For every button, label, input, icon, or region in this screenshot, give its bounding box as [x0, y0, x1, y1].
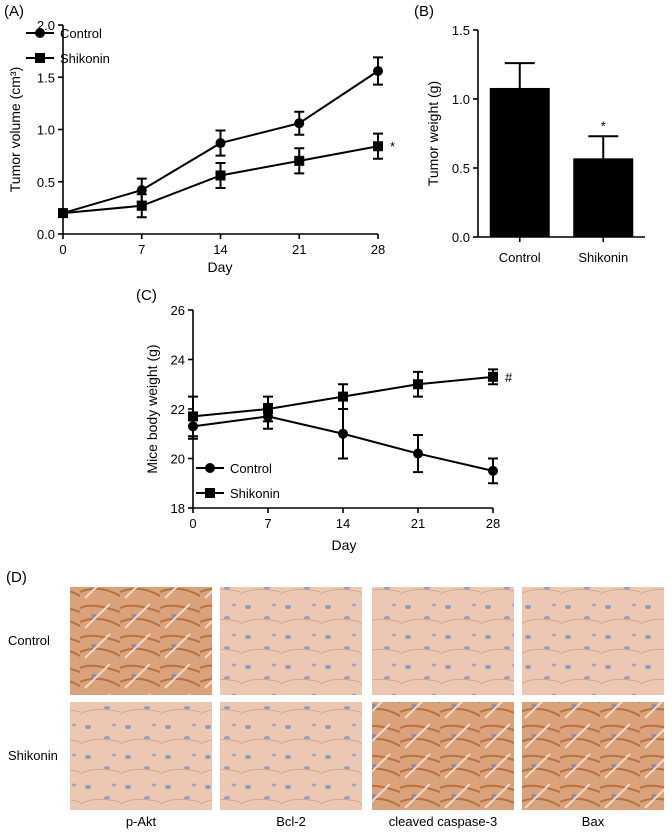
y-tick-label: 1.0	[37, 123, 55, 138]
marker	[58, 208, 68, 219]
x-tick-label: Shikonin	[578, 250, 628, 265]
y-tick-label: 0.5	[452, 161, 470, 176]
panel-label: (A)	[4, 3, 24, 20]
y-axis-label: Tumor weight (g)	[425, 81, 441, 186]
x-tick-label: 0	[189, 516, 196, 531]
ihc-image	[522, 587, 664, 695]
panel-label: (B)	[414, 3, 434, 20]
bar	[489, 87, 550, 238]
x-tick-label: 14	[336, 516, 350, 531]
legend-marker	[205, 488, 215, 498]
annotation: *	[390, 139, 395, 154]
column-label: Bax	[582, 814, 605, 829]
x-axis-label: Day	[332, 537, 357, 553]
legend-label: Shikonin	[60, 51, 110, 66]
y-tick-label: 18	[171, 501, 185, 516]
y-axis-label: Tumor volume (cm³)	[7, 67, 23, 193]
legend-label: Shikonin	[230, 486, 280, 501]
legend-label: Control	[230, 461, 272, 476]
x-axis-label: Day	[208, 259, 233, 275]
x-tick-label: 7	[264, 516, 271, 531]
marker	[136, 200, 147, 211]
legend-marker	[35, 28, 45, 38]
ihc-image	[372, 587, 514, 695]
marker	[488, 371, 498, 382]
ihc-panel: (D) Control Shikonin p-Akt Bcl-2 cleaved…	[6, 569, 664, 829]
ihc-image	[220, 702, 362, 810]
x-tick-label: 21	[292, 242, 306, 257]
column-label: Bcl-2	[276, 814, 306, 829]
y-tick-label: 0.5	[37, 175, 55, 190]
panel-label: (C)	[136, 287, 157, 304]
ihc-image	[70, 587, 212, 695]
marker	[294, 155, 305, 166]
bar	[573, 158, 634, 237]
y-tick-label: 24	[171, 353, 185, 368]
y-tick-label: 22	[171, 402, 185, 417]
marker	[338, 428, 348, 439]
y-tick-label: 0.0	[37, 227, 55, 242]
x-tick-label: 28	[486, 516, 500, 531]
legend-label: Control	[60, 26, 102, 41]
x-tick-label: 28	[371, 242, 385, 257]
x-tick-label: 14	[213, 242, 227, 257]
legend-marker	[205, 463, 215, 473]
column-label: cleaved caspase-3	[389, 814, 497, 829]
panel-label: (D)	[6, 569, 27, 586]
ihc-image	[372, 702, 514, 810]
marker	[215, 170, 226, 181]
marker	[373, 65, 383, 76]
y-tick-label: 1.0	[452, 92, 470, 107]
marker	[373, 141, 383, 152]
row-label: Shikonin	[8, 748, 58, 763]
y-axis-label: Mice body weight (g)	[144, 344, 160, 473]
marker	[263, 404, 273, 414]
y-tick-label: 0.0	[452, 230, 470, 245]
y-tick-label: 20	[171, 452, 185, 467]
marker	[413, 448, 423, 459]
ihc-image	[522, 702, 664, 810]
x-tick-label: 7	[138, 242, 145, 257]
marker	[136, 185, 147, 196]
marker	[338, 391, 348, 402]
x-tick-label: 0	[59, 242, 66, 257]
x-tick-label: 21	[411, 516, 425, 531]
y-tick-label: 1.5	[452, 23, 470, 38]
y-tick-label: 26	[171, 303, 185, 318]
marker	[188, 411, 198, 422]
annotation: #	[505, 370, 513, 385]
marker	[488, 465, 498, 476]
marker	[413, 379, 423, 390]
column-label: p-Akt	[126, 814, 157, 829]
ihc-image	[220, 587, 362, 695]
marker	[215, 138, 226, 149]
x-tick-label: Control	[499, 250, 541, 265]
annotation: *	[601, 118, 606, 133]
row-label: Control	[8, 633, 50, 648]
legend-marker	[35, 53, 45, 63]
ihc-image	[70, 702, 212, 810]
y-tick-label: 1.5	[37, 70, 55, 85]
marker	[294, 118, 305, 129]
